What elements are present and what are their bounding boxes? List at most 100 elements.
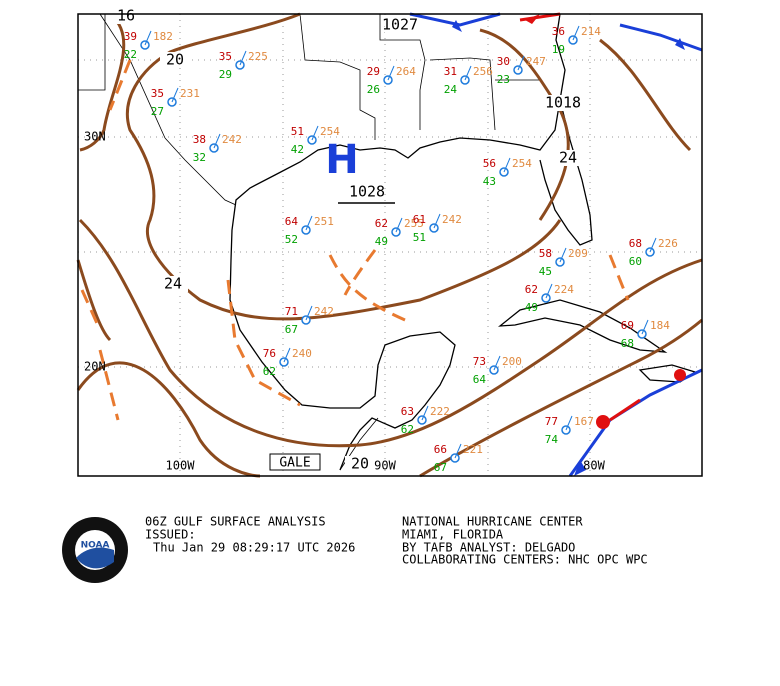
pressure: 242 <box>222 133 242 146</box>
isobar-label: 20 <box>351 455 369 473</box>
wind-barb <box>572 25 580 41</box>
isobar-label: 1027 <box>382 16 418 34</box>
temperature: 64 <box>285 215 299 228</box>
footer-time: Thu Jan 29 08:29:17 UTC 2026 <box>153 541 355 555</box>
dewpoint: 49 <box>525 301 538 314</box>
pressure: 182 <box>153 30 173 43</box>
dewpoint: 29 <box>219 68 232 81</box>
longitude-label: 90W <box>374 459 396 473</box>
footer-collab: COLLABORATING CENTERS: NHC OPC WPC <box>402 553 648 567</box>
logo-text: NOAA <box>81 541 110 551</box>
wind-barb <box>305 305 313 321</box>
dewpoint: 24 <box>444 83 458 96</box>
dewpoint: 32 <box>193 151 206 164</box>
isobar-label-bg <box>160 52 190 68</box>
wind-barb <box>559 247 567 263</box>
pressure: 167 <box>574 415 594 428</box>
isobar-label-bg <box>385 17 415 33</box>
station: 29 26 264 <box>367 65 416 96</box>
station: 73 64 200 <box>473 355 522 386</box>
temperature: 35 <box>151 87 164 100</box>
latitude-label: 30N <box>84 130 106 144</box>
pressure: 254 <box>512 157 532 170</box>
pressure: 255 <box>404 217 424 230</box>
footer-center: NATIONAL HURRICANE CENTER <box>402 515 583 529</box>
station: 63 62 222 <box>401 405 450 436</box>
pressure: 184 <box>650 319 670 332</box>
pressure: 222 <box>430 405 450 418</box>
isobar-label: 20 <box>166 51 184 69</box>
isobar-label-bg <box>553 150 583 166</box>
wind-barb <box>213 133 221 149</box>
wind-barb <box>387 65 395 81</box>
pressure: 200 <box>502 355 522 368</box>
footer-issued: ISSUED: <box>145 528 196 542</box>
temperature: 71 <box>285 305 298 318</box>
station: 62 49 224 <box>525 283 574 314</box>
pressure: 251 <box>314 215 334 228</box>
isobar-label: 24 <box>164 275 182 293</box>
isobar-label-bg <box>345 456 375 472</box>
wind-barb <box>421 405 429 421</box>
temperature: 68 <box>629 237 642 250</box>
wind-barb <box>565 415 573 431</box>
dewpoint: 64 <box>473 373 487 386</box>
temperature: 51 <box>291 125 304 138</box>
wind-barb <box>454 443 462 459</box>
pressure: 240 <box>292 347 312 360</box>
pressure: 264 <box>396 65 416 78</box>
dewpoint: 19 <box>552 43 565 56</box>
station: 30 23 247 <box>497 55 546 86</box>
wind-barb <box>493 355 501 371</box>
wind-barb <box>305 215 313 231</box>
pressure: 242 <box>314 305 334 318</box>
temperature: 77 <box>545 415 558 428</box>
footer-title: 06Z GULF SURFACE ANALYSIS <box>145 515 326 529</box>
station: 77 74 167 <box>545 415 594 446</box>
pressure: 242 <box>442 213 462 226</box>
dewpoint: 27 <box>151 105 164 118</box>
station: 69 68 184 <box>621 319 670 350</box>
temperature: 38 <box>193 133 206 146</box>
dewpoint: 45 <box>539 265 552 278</box>
station: 62 49 255 <box>375 217 424 248</box>
footer-location: MIAMI, FLORIDA <box>402 528 504 542</box>
pressure: 226 <box>658 237 678 250</box>
station: 51 42 254 <box>291 125 340 156</box>
temperature: 35 <box>219 50 232 63</box>
dewpoint: 42 <box>291 143 304 156</box>
wind-barb <box>503 157 511 173</box>
isobar-label-bg <box>548 95 578 111</box>
station: 35 29 225 <box>219 50 268 81</box>
map-labels: 16 20 24 20 1027 1018 24 30N 20N 100W 90W 80W <box>84 7 606 473</box>
wind-barb <box>171 87 179 103</box>
station: 36 19 214 <box>552 25 601 56</box>
high-pressure: 1028 <box>349 183 385 201</box>
pressure: 254 <box>320 125 340 138</box>
gale-label: GALE <box>279 456 310 471</box>
station: 64 52 251 <box>285 215 334 246</box>
station: 58 45 209 <box>539 247 588 278</box>
temperature: 76 <box>263 347 276 360</box>
wind-barb <box>144 30 152 46</box>
isobar-label-bg <box>158 276 188 292</box>
wind-barb <box>395 217 403 233</box>
pressure: 256 <box>473 65 493 78</box>
temperature: 30 <box>497 55 510 68</box>
isobar-label: 1018 <box>545 94 581 112</box>
map-area <box>78 14 702 476</box>
high-symbol: H <box>325 137 358 183</box>
dewpoint: 68 <box>621 337 634 350</box>
station: 71 67 242 <box>285 305 334 336</box>
temperature: 61 <box>413 213 426 226</box>
temperature: 31 <box>444 65 457 78</box>
station: 38 32 242 <box>193 133 242 164</box>
troughs <box>80 59 630 421</box>
dewpoint: 51 <box>413 231 426 244</box>
temperature: 73 <box>473 355 486 368</box>
dewpoint: 52 <box>285 233 298 246</box>
footer-analyst: BY TAFB ANALYST: DELGADO <box>402 541 575 555</box>
temperature: 62 <box>375 217 388 230</box>
pressure: 231 <box>180 87 200 100</box>
